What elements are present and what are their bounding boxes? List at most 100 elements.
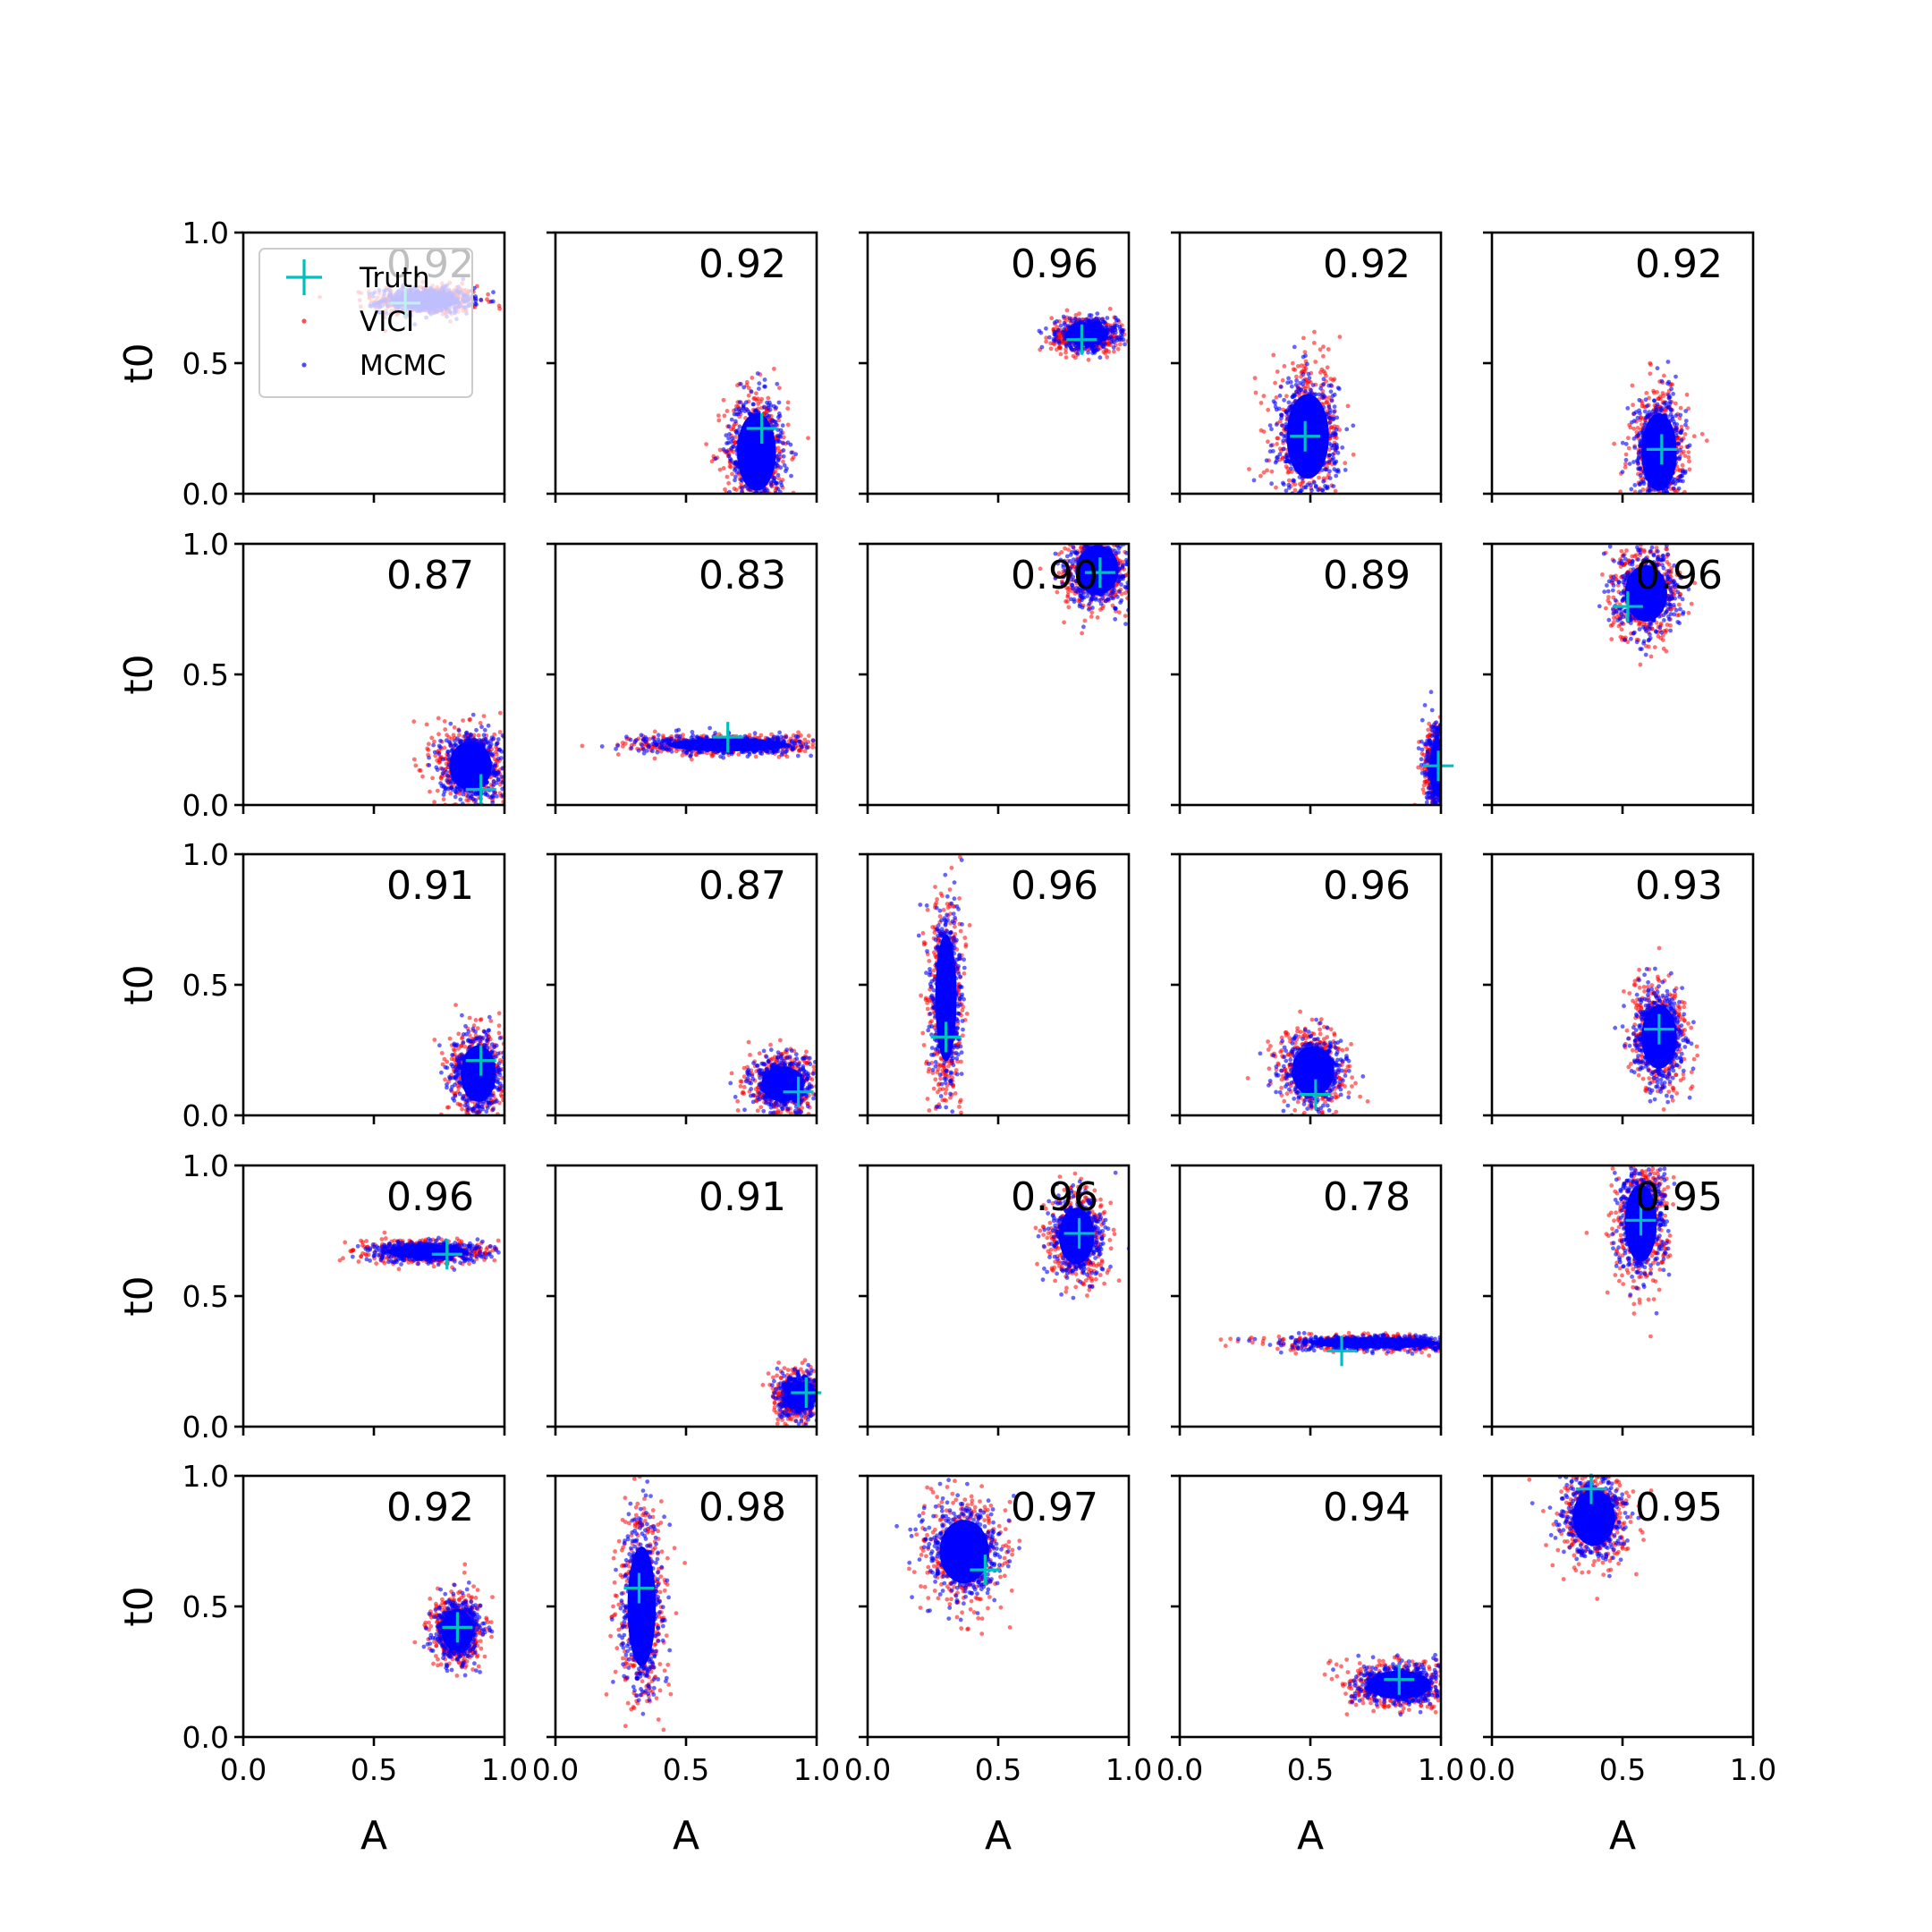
mcmc-sample bbox=[733, 419, 738, 424]
mcmc-sample bbox=[1632, 497, 1637, 502]
mcmc-sample bbox=[1293, 382, 1299, 387]
vici-sample bbox=[441, 797, 446, 802]
posterior-samples bbox=[411, 710, 504, 805]
mcmc-density-core bbox=[1641, 412, 1677, 491]
vici-sample bbox=[1107, 306, 1113, 311]
mcmc-sample bbox=[1674, 426, 1679, 430]
mcmc-sample bbox=[1654, 408, 1658, 412]
vici-sample bbox=[497, 306, 502, 311]
mcmc-sample bbox=[1335, 415, 1340, 420]
mcmc-sample bbox=[1343, 468, 1348, 472]
vici-sample bbox=[1266, 439, 1270, 445]
vici-sample bbox=[1321, 369, 1326, 374]
vici-sample bbox=[1273, 380, 1277, 386]
mcmc-sample bbox=[735, 497, 740, 502]
vici-sample bbox=[1118, 342, 1123, 347]
vici-sample bbox=[426, 741, 431, 747]
vici-sample bbox=[745, 512, 750, 516]
vici-sample bbox=[1312, 329, 1317, 335]
mcmc-sample bbox=[1335, 468, 1341, 472]
mcmc-sample bbox=[1647, 526, 1651, 530]
mcmc-sample bbox=[1670, 414, 1674, 419]
mcmc-sample bbox=[1284, 422, 1289, 427]
vici-sample bbox=[1640, 487, 1646, 492]
mcmc-sample bbox=[1323, 467, 1328, 472]
mcmc-sample bbox=[767, 512, 772, 516]
mcmc-sample bbox=[1321, 382, 1326, 386]
mcmc-sample bbox=[731, 445, 736, 449]
vici-sample bbox=[1312, 505, 1317, 510]
vici-sample bbox=[1669, 500, 1674, 504]
mcmc-sample bbox=[1321, 505, 1326, 510]
mcmc-sample bbox=[1334, 427, 1339, 432]
vici-sample bbox=[717, 467, 723, 472]
vici-sample bbox=[766, 395, 771, 401]
mcmc-sample bbox=[1647, 515, 1651, 520]
vici-sample bbox=[1063, 350, 1068, 355]
vici-sample bbox=[765, 524, 769, 529]
vici-sample bbox=[730, 471, 734, 477]
mcmc-sample bbox=[726, 424, 732, 429]
mcmc-sample bbox=[1284, 454, 1288, 460]
mcmc-sample bbox=[738, 382, 743, 386]
mcmc-sample bbox=[1326, 453, 1332, 458]
vici-sample bbox=[1641, 495, 1646, 499]
mcmc-sample bbox=[1652, 523, 1657, 528]
mcmc-sample bbox=[757, 513, 761, 518]
vici-sample bbox=[1282, 364, 1287, 369]
mcmc-sample bbox=[1264, 458, 1269, 463]
y-tick-label: 0.5 bbox=[182, 346, 229, 381]
vici-sample bbox=[1133, 327, 1138, 332]
vici-sample bbox=[435, 788, 440, 793]
mcmc-sample bbox=[1318, 386, 1323, 391]
mcmc-sample bbox=[774, 422, 779, 428]
mcmc-sample bbox=[784, 466, 789, 471]
vici-sample bbox=[1682, 432, 1688, 436]
vici-sample bbox=[1326, 395, 1332, 400]
vici-sample bbox=[758, 524, 763, 529]
vici-sample bbox=[1275, 369, 1280, 374]
vici-sample bbox=[1658, 396, 1663, 402]
mcmc-sample bbox=[777, 439, 782, 445]
panel-3: 0.96 bbox=[859, 231, 1138, 503]
mcmc-sample bbox=[739, 522, 743, 527]
mcmc-sample bbox=[1316, 487, 1321, 493]
vici-sample bbox=[497, 710, 503, 716]
vici-sample bbox=[765, 501, 769, 505]
mcmc-sample bbox=[1316, 503, 1320, 507]
mcmc-sample bbox=[1636, 432, 1641, 437]
vici-sample bbox=[1676, 467, 1682, 472]
vici-sample bbox=[1300, 498, 1304, 503]
mcmc-sample bbox=[746, 498, 750, 503]
mcmc-sample bbox=[1681, 503, 1685, 507]
vici-sample bbox=[1687, 459, 1691, 464]
mcmc-sample bbox=[1643, 397, 1648, 402]
vici-sample bbox=[1064, 308, 1070, 313]
mcmc-sample bbox=[731, 496, 735, 501]
mcmc-sample bbox=[1638, 481, 1643, 487]
mcmc-sample bbox=[1103, 342, 1107, 347]
vici-sample bbox=[704, 442, 708, 446]
mcmc-sample bbox=[783, 529, 787, 533]
mcmc-sample bbox=[1648, 509, 1652, 513]
mcmc-sample bbox=[1084, 344, 1089, 349]
mcmc-sample bbox=[737, 424, 742, 429]
vici-sample bbox=[1291, 367, 1296, 372]
vici-sample bbox=[1302, 350, 1308, 354]
vici-sample bbox=[761, 498, 766, 503]
vici-sample bbox=[760, 509, 765, 513]
mcmc-sample bbox=[1302, 485, 1307, 490]
posterior-samples bbox=[1612, 360, 1709, 530]
mcmc-sample bbox=[766, 496, 770, 501]
vici-sample bbox=[776, 418, 782, 423]
mcmc-sample bbox=[774, 496, 778, 501]
mcmc-sample bbox=[1061, 314, 1066, 319]
vici-sample bbox=[1294, 374, 1299, 379]
vici-sample bbox=[726, 480, 731, 486]
panel-2: 0.92 bbox=[547, 231, 818, 533]
mcmc-sample bbox=[781, 448, 786, 453]
mcmc-sample bbox=[1282, 397, 1286, 402]
vici-sample bbox=[1261, 470, 1267, 475]
mcmc-sample bbox=[740, 502, 744, 506]
mcmc-sample bbox=[1277, 394, 1283, 398]
